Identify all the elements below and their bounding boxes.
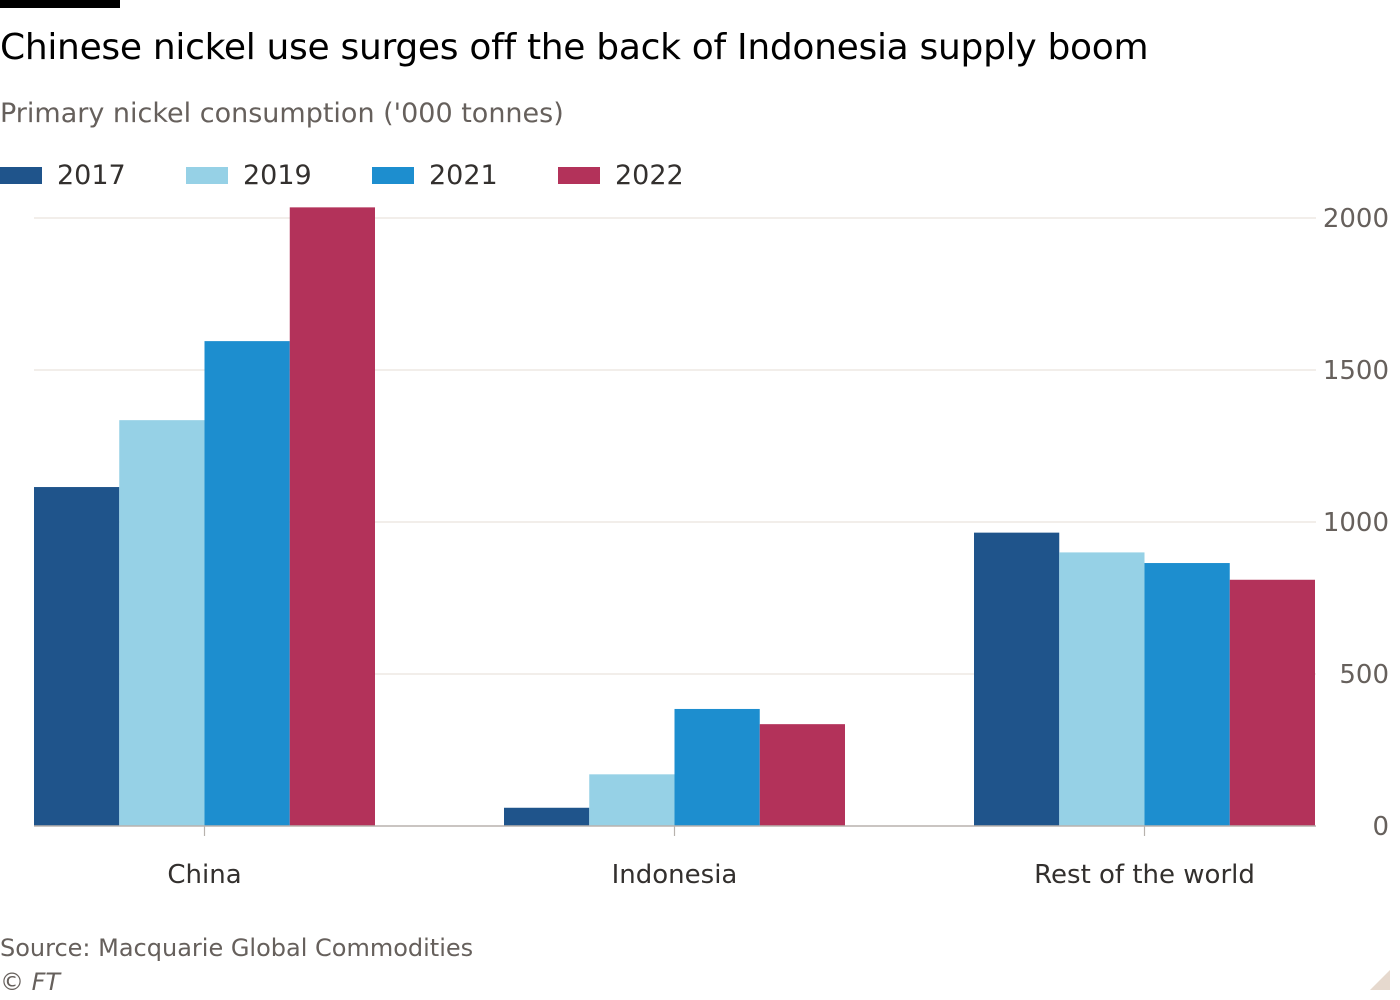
bar-rest-of-the-world-2019 — [1059, 552, 1145, 826]
bar-rest-of-the-world-2017 — [974, 532, 1060, 826]
bar-china-2021 — [204, 341, 290, 826]
chart-subtitle: Primary nickel consumption ('000 tonnes) — [0, 98, 564, 129]
y-tick-label-1500: 1500 — [1323, 356, 1389, 386]
y-tick-label-1000: 1000 — [1323, 508, 1389, 538]
legend-swatch-2017 — [0, 167, 42, 184]
bar-china-2019 — [119, 420, 205, 826]
y-tick-label-2000: 2000 — [1323, 204, 1389, 234]
corner-fold — [1370, 970, 1390, 990]
bar-rest-of-the-world-2021 — [1144, 563, 1230, 826]
legend-label-2019: 2019 — [243, 160, 312, 191]
legend-swatch-2022 — [558, 167, 600, 184]
source-note: Source: Macquarie Global Commodities — [0, 934, 474, 962]
copyright: © FT — [0, 968, 61, 996]
bar-indonesia-2022 — [759, 724, 845, 826]
legend-label-2022: 2022 — [615, 160, 684, 191]
x-tick-label-indonesia: Indonesia — [612, 860, 738, 890]
legend-label-2017: 2017 — [57, 160, 126, 191]
bar-chart: 0 500 1000 1500 2000 China Indonesia Rest of th… — [34, 204, 1389, 890]
y-tick-label-0: 0 — [1372, 812, 1389, 842]
bar-indonesia-2019 — [589, 774, 675, 826]
bar-indonesia-2017 — [504, 807, 590, 826]
legend-swatch-2019 — [186, 167, 228, 184]
bar-indonesia-2021 — [674, 708, 760, 826]
legend-swatch-2021 — [372, 167, 414, 184]
legend-label-2021: 2021 — [429, 160, 498, 191]
brand-bar — [0, 0, 120, 8]
bar-china-2017 — [34, 487, 120, 826]
x-tick-label-china: China — [167, 860, 241, 890]
x-tick-label-rest-of-the-world: Rest of the world — [1034, 860, 1255, 890]
bar-rest-of-the-world-2022 — [1229, 579, 1315, 826]
bar-china-2022 — [289, 207, 375, 827]
y-tick-label-500: 500 — [1339, 660, 1389, 690]
chart-title: Chinese nickel use surges off the back o… — [0, 27, 1149, 68]
